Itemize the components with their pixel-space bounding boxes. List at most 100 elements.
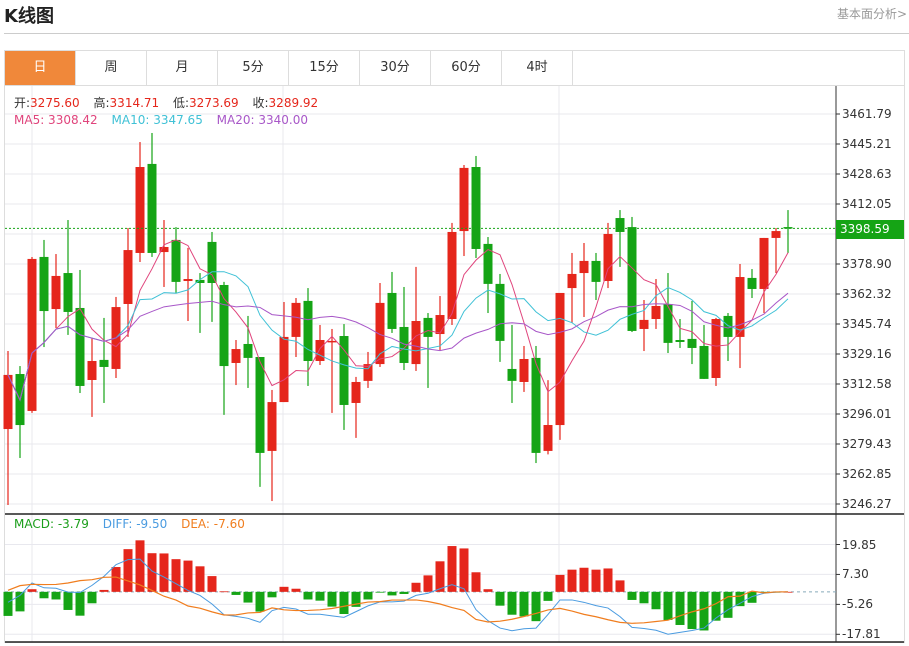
macd-bar [747,591,757,603]
macd-bar [603,568,613,592]
candle-body [351,381,361,403]
macd-tick-label: -5.26 [842,597,874,612]
candle-body [579,260,589,274]
macd-bar [315,591,325,601]
candle-body [639,319,649,329]
macd-bar [123,549,133,592]
tab-60min[interactable]: 60分 [431,51,502,85]
macd-bar [411,582,421,592]
candle-body [279,336,289,403]
last-price-label: 3398.59 [836,220,904,239]
candle-body [51,275,61,310]
price-tick-label: 3262.85 [842,466,892,481]
tab-month[interactable]: 月 [147,51,218,85]
candle-body [363,364,373,381]
candle-body [711,319,721,378]
candle-body [135,167,145,253]
candle-body [219,284,229,367]
macd-bar [615,580,625,592]
macd-bar [135,540,145,592]
macd-bar [327,591,337,607]
macd-tick-label: 19.85 [842,537,877,552]
candle-body [315,339,325,361]
macd-bar [723,591,733,618]
fundamental-analysis-link[interactable]: 基本面分析> [836,7,907,21]
high-label: 高: [93,96,110,110]
ma5-value: MA5: 3308.42 [14,113,98,127]
macd-tick-label: 7.30 [842,567,869,582]
tab-4hour[interactable]: 4时 [502,51,573,85]
dea-line [7,576,789,624]
candle-body [27,258,37,411]
macd-bar [483,589,493,592]
macd-bar [591,569,601,592]
candle-body [459,167,469,232]
close-label: 收: [252,96,269,110]
macd-bar [531,591,541,622]
candle-body [291,302,301,337]
candle-body [447,231,457,320]
candle-body [519,358,529,382]
price-tick-label: 3329.16 [842,347,892,361]
macd-bar [627,591,637,600]
macd-bar [543,591,553,601]
open-label: 开: [14,96,31,110]
macd-bar [339,591,349,615]
tab-30min[interactable]: 30分 [360,51,431,85]
tab-15min[interactable]: 15分 [289,51,360,85]
candle-body [759,237,769,289]
ma20-value: MA20: 3340.00 [216,113,308,127]
macd-bar [291,588,301,592]
macd-bar [75,591,85,616]
macd-bar [183,560,193,592]
macd-bar [759,591,769,593]
candle-body [339,336,349,405]
candle-body [603,233,613,282]
candle-body [159,246,169,253]
candle-body [75,307,85,386]
tab-week[interactable]: 周 [76,51,147,85]
candle-body [267,402,277,451]
candle-body [771,231,781,238]
macd-bar [63,591,73,610]
candle-body [255,357,265,453]
macd-bar [711,591,721,621]
price-tick-label: 3296.01 [842,406,892,421]
macd-bar [435,561,445,592]
macd-bar [159,553,169,592]
candle-body [507,368,517,381]
macd-bar [663,591,673,620]
macd-bar [243,591,253,603]
macd-bar [699,591,709,631]
ma10-value: MA10: 3347.65 [111,113,203,127]
macd-bar [675,591,685,625]
macd-bar [399,591,409,594]
tab-day[interactable]: 日 [5,51,76,85]
macd-bar [555,574,565,592]
candle-body [591,260,601,282]
candle-body [747,277,757,289]
macd-bar [459,548,469,592]
ma-info: MA5: 3308.42 MA10: 3347.65 MA20: 3340.00 [14,113,308,127]
candle-body [375,302,385,365]
candle-body [423,317,433,337]
candle-body [3,374,13,430]
candle-body [39,256,49,312]
diff-line [7,558,789,635]
high-value: 3314.71 [109,96,160,110]
macd-bar [423,575,433,592]
candle-body [327,340,337,343]
dea-value: DEA: -7.60 [181,517,245,531]
macd-bar [519,591,529,617]
macd-bar [507,591,517,615]
page-title: K线图 [4,6,54,27]
macd-bar [495,591,505,606]
candle-body [243,343,253,358]
tab-5min[interactable]: 5分 [218,51,289,85]
candle-body [231,349,241,363]
candle-body [651,305,661,320]
macd-bar [471,572,481,592]
macd-bar [3,591,13,616]
candle-body [183,279,193,282]
